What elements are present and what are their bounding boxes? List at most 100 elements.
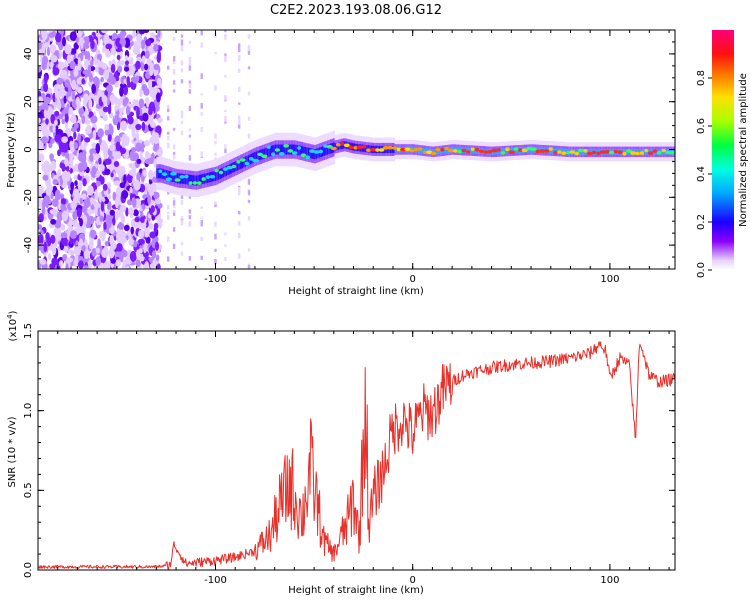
noise-cell — [156, 53, 161, 63]
ridge-peak — [353, 146, 358, 150]
ridge-core — [292, 144, 295, 155]
noise-cell — [117, 229, 124, 237]
noise-cell — [92, 129, 97, 141]
sparse-cell — [214, 133, 217, 138]
ridge-peak — [226, 165, 233, 170]
ridge-core — [282, 144, 285, 155]
colorbar-tick-label: 0.0 — [696, 262, 707, 278]
ridge-peak — [375, 148, 380, 152]
sparse-cell — [180, 220, 184, 226]
noise-cell — [85, 126, 92, 135]
noise-cell — [114, 114, 119, 121]
ridge-core — [187, 174, 191, 185]
snr-xlabel: Height of straight line (km) — [288, 585, 424, 596]
noise-cell — [39, 258, 47, 265]
ridge-core — [293, 144, 296, 155]
noise-cell — [77, 57, 81, 67]
noise-cell — [71, 91, 76, 101]
ridge-peak — [625, 149, 632, 153]
sparse-cell — [238, 232, 241, 239]
noise-cell — [150, 205, 155, 213]
sparse-cell — [188, 256, 192, 261]
ridge-peak — [382, 146, 390, 150]
ridge-core — [263, 148, 266, 159]
noise-cell — [51, 245, 57, 256]
ridge-core — [512, 147, 516, 154]
ridge-core — [500, 148, 503, 155]
ridge-core — [197, 175, 200, 186]
noise-cell — [73, 122, 79, 129]
sparse-cell — [180, 38, 184, 41]
ridge-peak — [461, 148, 467, 153]
sparse-cell — [167, 142, 170, 145]
ridge-peak — [305, 155, 310, 159]
noise-cell — [57, 228, 62, 237]
ridge-peak — [491, 148, 498, 153]
noise-cell — [79, 217, 83, 227]
ridge-core — [247, 155, 250, 166]
spectrogram-panel: -100 0 100 -40 -20 0 20 40 Height of straight l… — [6, 29, 676, 297]
ridge-core — [254, 152, 257, 162]
ridge-peak — [466, 150, 471, 154]
noise-cell — [62, 141, 69, 153]
noise-cell — [68, 106, 74, 116]
noise-cell — [119, 82, 127, 89]
sparse-cell — [200, 112, 203, 116]
noise-cell — [47, 252, 52, 261]
noise-cell — [64, 165, 70, 171]
noise-cell — [81, 78, 85, 85]
noise-cell — [136, 158, 142, 164]
sparse-cell — [214, 259, 217, 264]
noise-cell — [105, 38, 113, 45]
noise-cell — [149, 231, 156, 239]
ridge-peak — [470, 147, 475, 151]
noise-cell — [87, 259, 92, 269]
noise-cell — [119, 204, 127, 212]
ridge-core — [560, 148, 563, 155]
ridge-peak — [447, 148, 455, 153]
noise-cell — [53, 55, 57, 63]
noise-cell — [50, 137, 55, 144]
sparse-cell — [188, 215, 192, 220]
sparse-cell — [224, 95, 227, 101]
ridge-peak — [188, 181, 193, 185]
ridge-core — [173, 172, 176, 183]
noise-cell — [121, 249, 128, 258]
noise-cell — [76, 86, 83, 94]
ridge-core — [307, 147, 310, 158]
noise-cell — [107, 86, 112, 97]
spectrogram-ytick-label: 20 — [23, 95, 34, 108]
ridge-peak — [330, 146, 337, 151]
sparse-cell — [200, 102, 203, 109]
noise-cell — [104, 124, 110, 131]
noise-cell — [95, 77, 100, 86]
noise-cell — [84, 50, 89, 61]
noise-cell — [110, 172, 114, 178]
noise-cell — [53, 227, 59, 236]
ridge-peak — [661, 148, 666, 153]
ridge-core — [241, 158, 244, 169]
ridge-peak — [592, 150, 597, 155]
snr-xtick-label: 0 — [410, 575, 416, 586]
noise-cell — [75, 37, 80, 43]
noise-cell — [102, 106, 109, 113]
ridge-core — [577, 149, 580, 155]
noise-cell — [38, 224, 43, 230]
ridge-core — [647, 149, 650, 155]
noise-cell — [49, 44, 57, 53]
sparse-cell — [214, 152, 217, 156]
sparse-cell — [247, 189, 251, 196]
sparse-cell — [188, 83, 192, 89]
noise-cell — [43, 82, 49, 93]
noise-cell — [124, 66, 130, 72]
noise-cell — [125, 265, 130, 269]
ridge-core — [561, 148, 564, 155]
ridge-core — [246, 155, 249, 166]
noise-cell — [53, 119, 58, 126]
ridge-core — [445, 147, 448, 154]
noise-cell — [72, 220, 76, 227]
sparse-cell — [224, 144, 227, 147]
ridge-peak — [487, 150, 493, 154]
noise-cell — [144, 50, 150, 59]
noise-cell — [149, 101, 155, 112]
